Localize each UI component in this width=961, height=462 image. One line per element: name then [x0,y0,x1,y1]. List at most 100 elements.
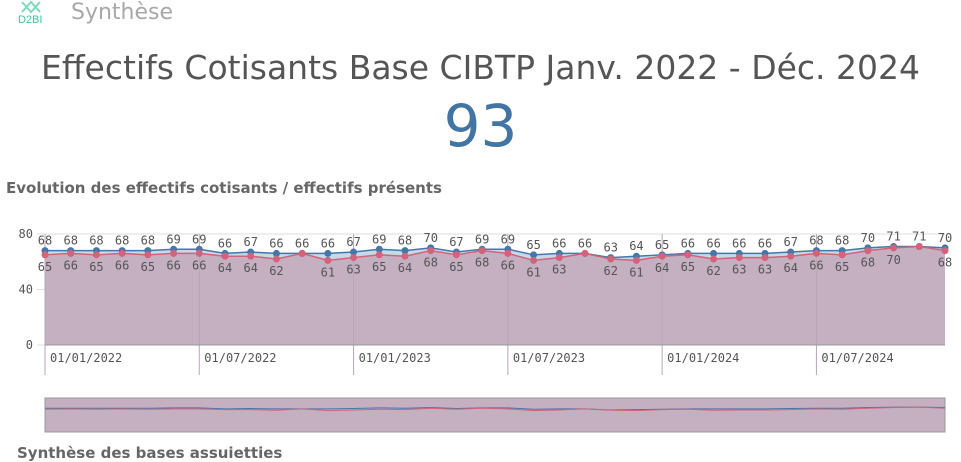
presents-point [324,256,332,264]
cotisants-data-label: 66 [681,236,695,250]
cotisants-data-label: 69 [475,232,489,246]
presents-point [92,251,100,259]
cotisants-data-label: 69 [501,232,515,246]
cotisants-data-label: 66 [269,236,283,250]
presents-data-label: 63 [732,263,746,277]
presents-point [761,254,769,262]
presents-line [44,245,946,262]
presents-data-label: 68 [861,256,875,270]
presents-data-label: 62 [603,264,617,278]
presents-point [401,252,409,260]
cotisants-point [350,248,358,256]
cotisants-data-label: 66 [578,236,592,250]
cotisants-data-label: 66 [758,236,772,250]
cotisants-point [401,247,409,255]
presents-point [710,255,718,263]
presents-point [221,252,229,260]
cotisants-point [375,245,383,253]
presents-point [170,249,178,257]
cotisants-data-label: 66 [552,236,566,250]
cotisants-data-label: 68 [115,234,129,248]
chart-title: Evolution des effectifs cotisants / effe… [6,179,442,197]
presents-point [67,249,75,257]
y-tick-label: 40 [19,283,33,297]
cotisants-data-label: 67 [783,235,797,249]
presents-point [812,249,820,257]
presents-point [118,249,126,257]
cotisants-data-label: 68 [398,234,412,248]
presents-data-label: 65 [89,260,103,274]
x-tick-label: 01/07/2023 [513,351,585,365]
presents-data-label: 66 [115,258,129,272]
presents-data-label: 64 [398,261,412,275]
cotisants-data-label: 70 [938,231,952,245]
kpi-value: 93 [443,92,518,160]
presents-point [478,247,486,255]
y-tick-label: 80 [19,227,33,241]
presents-point [144,251,152,259]
presents-point [41,251,49,259]
cotisants-data-label: 68 [38,234,52,248]
cotisants-point [530,251,538,259]
presents-data-label: 61 [629,265,643,279]
presents-point [735,254,743,262]
presents-point [915,242,923,250]
cotisants-data-label: 68 [141,234,155,248]
presents-point [195,249,203,257]
presents-point [272,255,280,263]
presents-data-label: 65 [681,260,695,274]
cotisants-data-label: 68 [89,234,103,248]
presents-data-label: 64 [243,261,257,275]
navigator-presents-line [44,406,946,412]
cotisants-data-label: 67 [449,235,463,249]
presents-data-label: 65 [141,260,155,274]
presents-area [45,246,945,345]
cotisants-data-label: 67 [243,235,257,249]
presents-data-label: 65 [835,260,849,274]
presents-data-label: 65 [38,260,52,274]
presents-data-label: 68 [938,256,952,270]
presents-data-label: 66 [809,258,823,272]
presents-point [298,249,306,257]
cotisants-data-label: 66 [321,236,335,250]
logo-text: D2BI [18,14,43,26]
cotisants-line [45,245,946,259]
presents-point [787,252,795,260]
cotisants-data-label: 69 [166,232,180,246]
cotisants-data-label: 71 [912,229,926,243]
presents-data-label: 61 [526,265,540,279]
presents-data-label: 62 [269,264,283,278]
cotisants-data-label: 67 [346,235,360,249]
presents-point [632,256,640,264]
cotisants-data-label: 69 [372,232,386,246]
presents-point [838,251,846,259]
cotisants-point [324,249,332,257]
presents-data-label: 63 [346,263,360,277]
cotisants-data-label: 66 [706,236,720,250]
presents-point [684,251,692,259]
logo-icon [21,0,41,14]
cotisants-data-label: 65 [655,238,669,252]
presents-point [941,247,949,255]
presents-data-label: 66 [192,258,206,272]
presents-point [581,249,589,257]
presents-data-label: 63 [552,263,566,277]
presents-data-label: 65 [449,260,463,274]
presents-point [607,255,615,263]
cotisants-data-label: 70 [861,231,875,245]
range-navigator[interactable] [44,397,946,433]
cotisants-data-label: 71 [886,229,900,243]
x-tick-label: 01/07/2022 [204,351,276,365]
presents-point [375,251,383,259]
presents-data-label: 63 [758,263,772,277]
presents-point [427,247,435,255]
presents-point [452,251,460,259]
cotisants-data-label: 68 [809,234,823,248]
presents-data-label: 64 [783,261,797,275]
x-tick-label: 01/07/2024 [821,351,893,365]
sheet-title: Synthèse [71,0,174,25]
presents-data-label: 65 [372,260,386,274]
presents-data-label: 64 [655,261,669,275]
cotisants-data-label: 65 [526,238,540,252]
